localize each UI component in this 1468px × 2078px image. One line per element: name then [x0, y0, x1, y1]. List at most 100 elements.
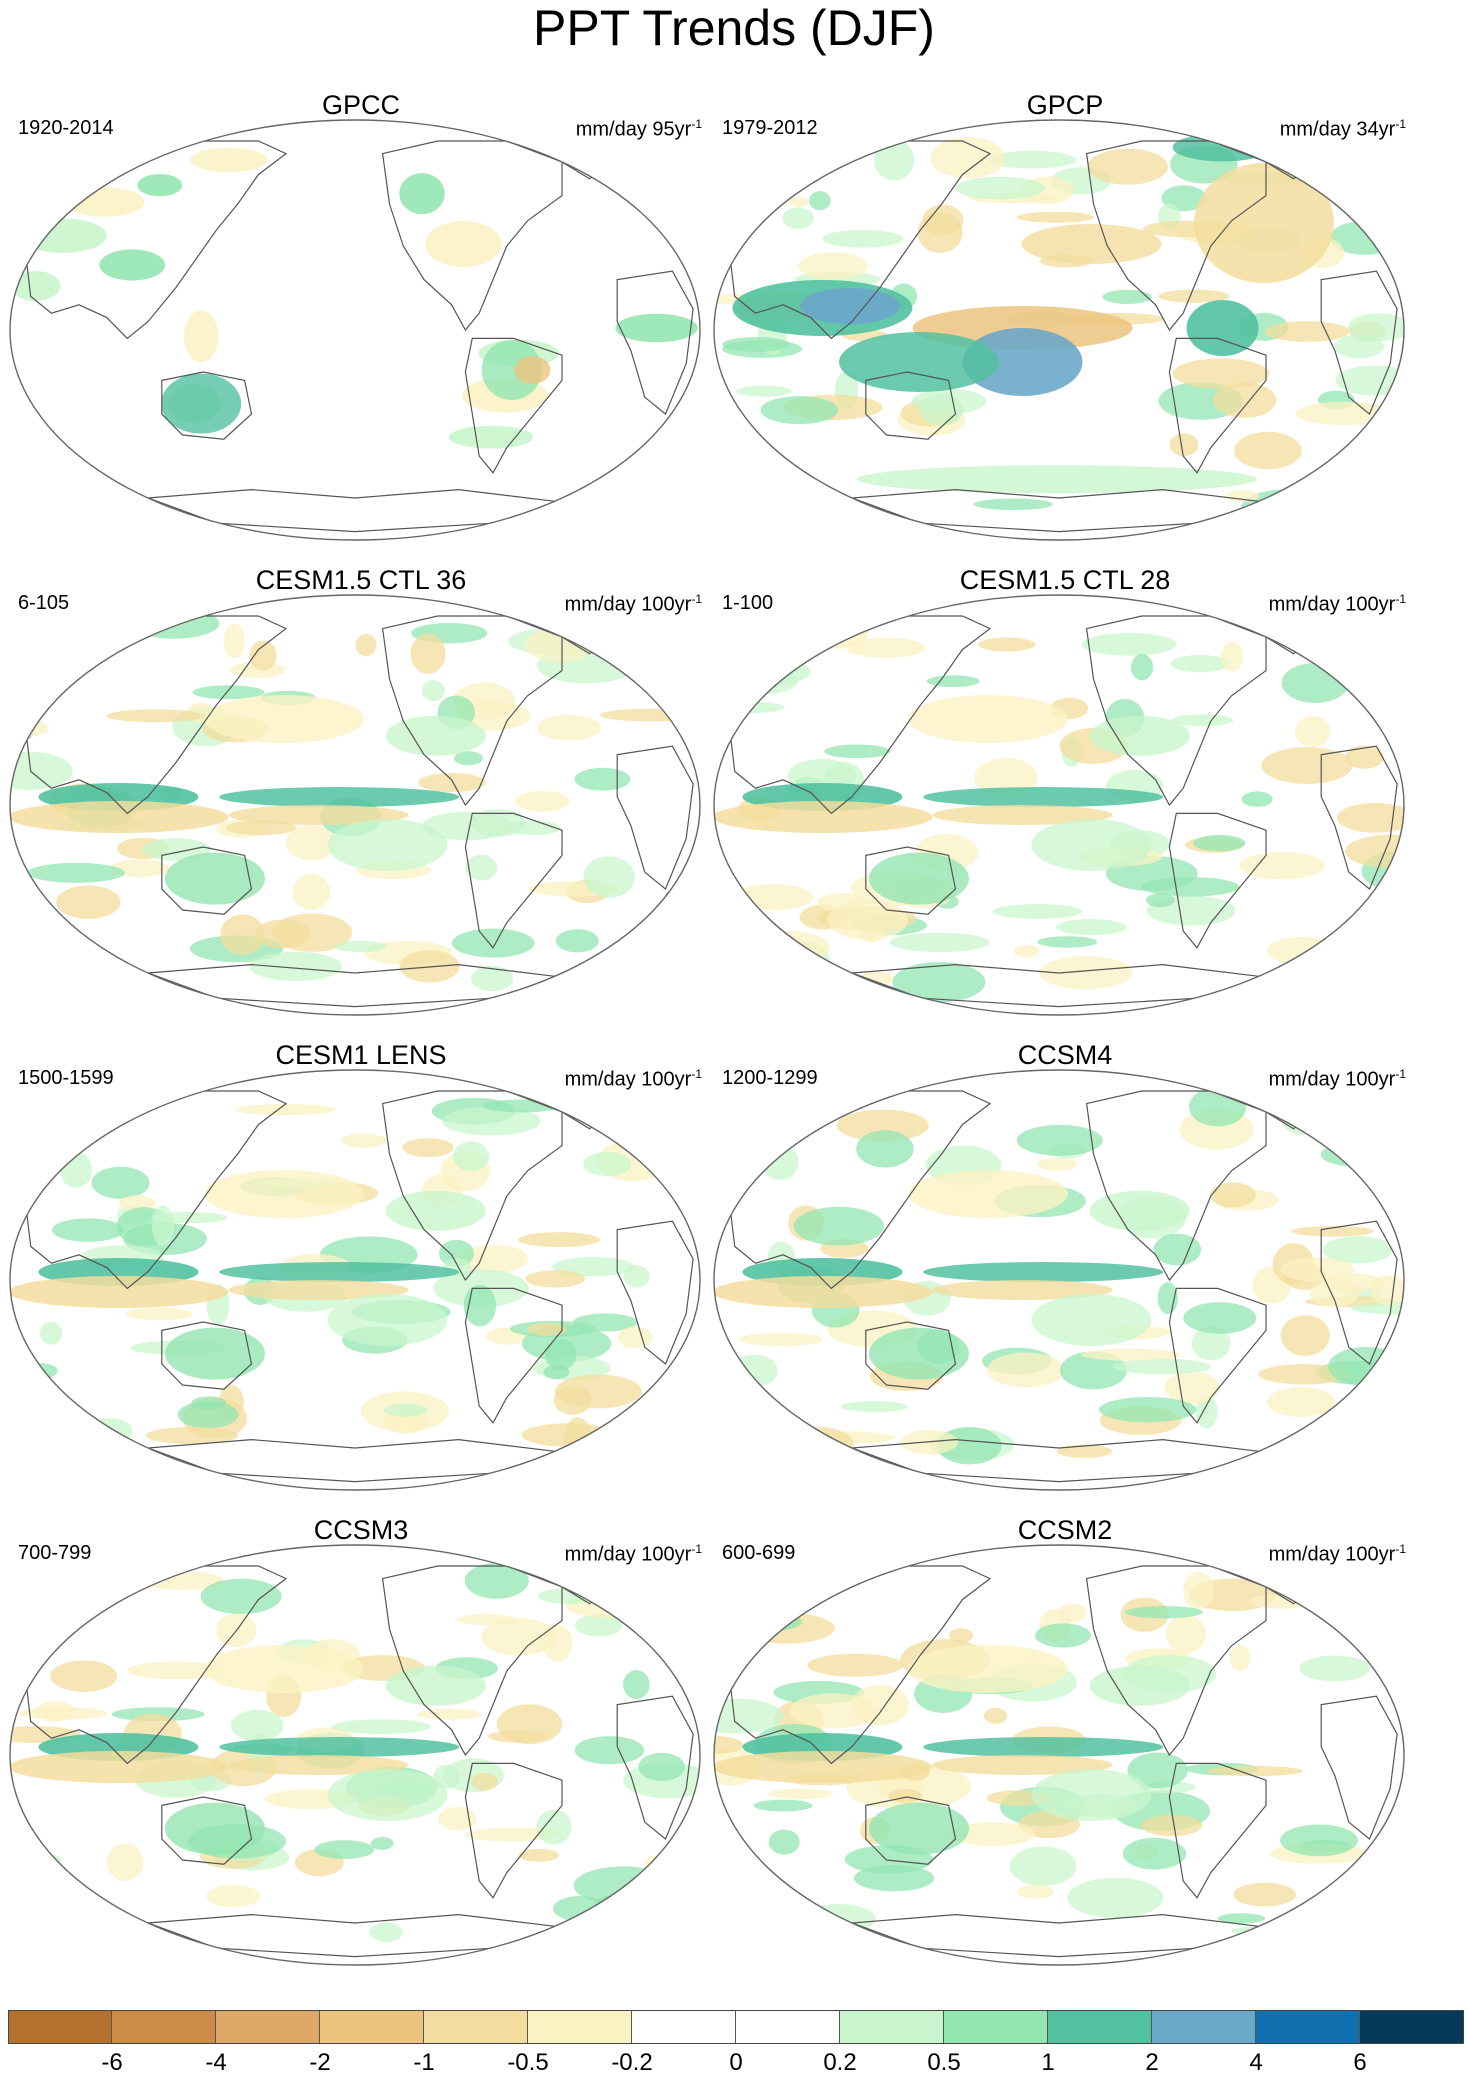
map-border — [713, 1069, 1405, 1491]
trend-patch — [651, 1601, 700, 1632]
trend-patch — [204, 1645, 364, 1693]
trend-patch — [809, 191, 831, 211]
trend-patch — [471, 1772, 498, 1791]
map-border — [9, 1544, 701, 1966]
trend-patch — [1089, 1665, 1190, 1706]
trend-patch — [607, 1443, 679, 1458]
units-text: mm/day 100yr — [564, 1068, 692, 1091]
trend-patch — [249, 640, 277, 671]
trend-patch — [623, 1670, 650, 1700]
trend-patch — [974, 758, 1038, 797]
trend-patch — [1122, 1837, 1187, 1870]
trend-patch — [228, 805, 409, 825]
trend-patch — [583, 856, 635, 898]
trend-patch — [10, 719, 49, 737]
trend-patch — [617, 1326, 653, 1349]
trend-patch — [714, 1421, 730, 1432]
trend-patch — [126, 1307, 193, 1321]
coastline — [1320, 745, 1398, 890]
colorbar-label: -1 — [413, 2049, 435, 2076]
trend-patch — [1067, 1877, 1164, 1918]
panel-period: 600-699 — [722, 1542, 796, 1564]
trend-patch — [228, 1755, 409, 1775]
trend-patch — [536, 1809, 572, 1845]
trend-patch — [327, 1294, 448, 1346]
units-exponent: -1 — [691, 1542, 702, 1556]
colorbar-swatch — [736, 2010, 840, 2044]
coastline — [616, 745, 694, 890]
trend-patch — [463, 1284, 497, 1327]
trend-patch — [165, 852, 265, 905]
units-exponent: -1 — [1395, 592, 1406, 606]
trend-patch — [714, 1398, 746, 1410]
trend-patch — [399, 173, 445, 215]
trend-patch — [536, 715, 601, 741]
trend-patch — [421, 679, 445, 702]
colorbar-label: 6 — [1353, 2049, 1367, 2076]
trend-patch — [545, 1339, 577, 1371]
trend-patch — [514, 790, 570, 812]
trend-patch — [165, 1802, 265, 1855]
trend-patch — [573, 1866, 674, 1905]
units-exponent: -1 — [691, 592, 702, 606]
trend-patch — [10, 751, 73, 790]
trend-patch — [487, 1730, 548, 1743]
trend-patch — [1206, 1765, 1303, 1777]
trend-patch — [220, 914, 265, 955]
trend-patch — [851, 1684, 909, 1726]
map-panel: CCSM3 700-799 mm/day 100yr-1 — [8, 1515, 714, 1975]
trend-patch — [1172, 133, 1273, 162]
trend-patch — [137, 174, 183, 197]
colorbar-label: 2 — [1145, 2049, 1159, 2076]
trend-patch — [983, 1707, 1008, 1724]
trend-patch — [714, 1645, 738, 1663]
trend-patch — [481, 340, 542, 400]
trend-patch — [908, 1170, 1068, 1218]
units-text: mm/day 100yr — [1268, 1068, 1396, 1091]
trend-patch — [1016, 1885, 1055, 1899]
colorbar-swatch — [632, 2010, 736, 2044]
trend-patch — [732, 884, 814, 911]
trend-patch — [64, 187, 145, 217]
trend-patch — [1319, 184, 1404, 201]
trend-patch — [285, 824, 337, 861]
trend-patch — [1057, 1603, 1087, 1623]
trend-patch — [1195, 1395, 1218, 1429]
trend-patch — [481, 1618, 558, 1656]
trend-patch — [892, 961, 986, 1003]
colorbar-label: -0.5 — [507, 2049, 549, 2076]
trend-patch — [1217, 1913, 1266, 1924]
colorbar-label: 1 — [1041, 2049, 1055, 2076]
trend-patch — [10, 271, 61, 301]
trend-patch — [1031, 1769, 1152, 1821]
trend-patch — [1081, 632, 1177, 656]
panel-units: mm/day 100yr-1 — [1269, 587, 1406, 617]
trend-patch — [1169, 433, 1199, 457]
trend-patch — [525, 1270, 586, 1288]
colorbar-label: 4 — [1249, 2049, 1263, 2076]
coastline — [147, 488, 563, 533]
trend-patch — [662, 930, 700, 973]
trend-patch — [1229, 1645, 1251, 1672]
trend-patch — [1013, 944, 1040, 958]
trend-patch — [417, 1708, 483, 1720]
colorbar-swatch — [1048, 2010, 1152, 2044]
coastline — [1168, 1287, 1267, 1424]
trend-patch — [1172, 358, 1270, 389]
trend-patch — [165, 1327, 265, 1380]
trend-patch — [950, 1822, 1036, 1847]
trend-patch — [552, 1256, 635, 1277]
trend-patch — [105, 709, 205, 723]
trend-patch — [126, 1661, 226, 1680]
figure-title: PPT Trends (DJF) — [533, 0, 935, 56]
trend-patch — [192, 685, 265, 700]
trend-patch — [183, 310, 219, 363]
trend-patch — [385, 1665, 486, 1706]
panel-title: GPCP — [1026, 90, 1104, 120]
units-text: mm/day 100yr — [564, 593, 692, 616]
trend-patch — [583, 1151, 632, 1177]
trend-patch — [962, 328, 1083, 396]
trend-patch — [1225, 490, 1260, 502]
trend-patch — [1312, 952, 1379, 986]
trend-patch — [747, 1107, 790, 1139]
